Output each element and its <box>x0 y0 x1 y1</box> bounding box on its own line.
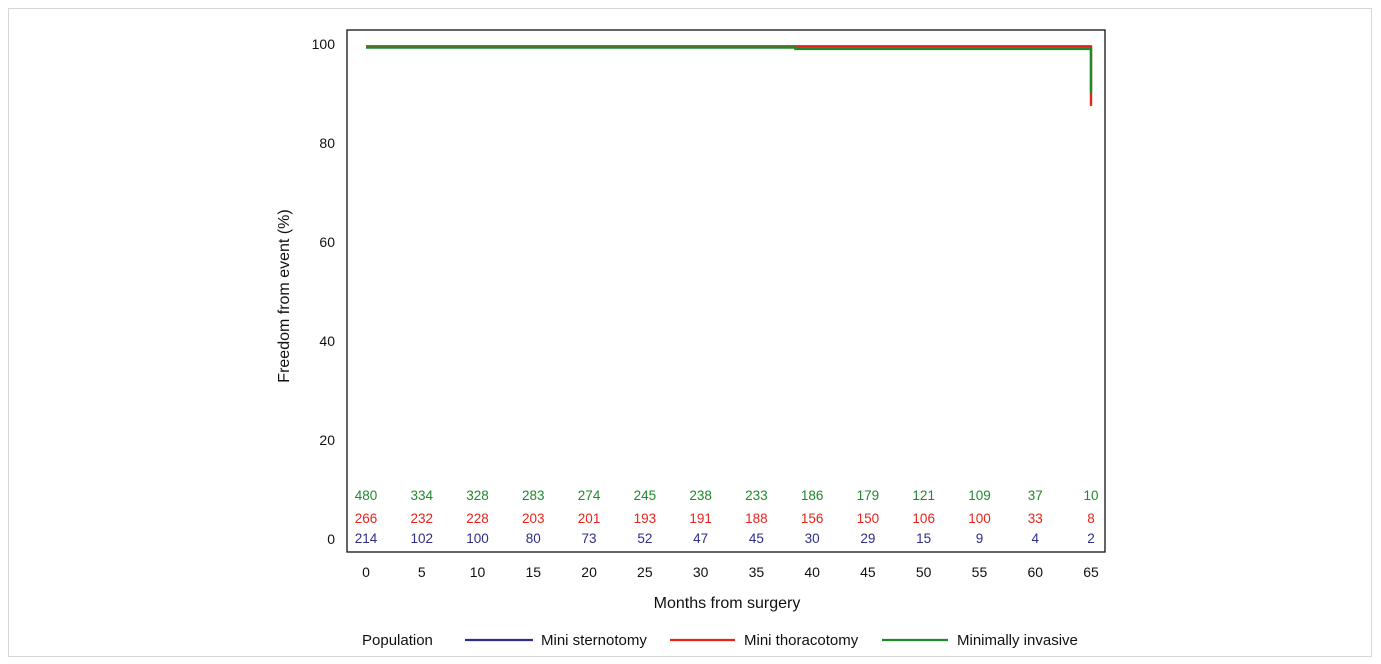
y-tick-label: 40 <box>319 333 335 349</box>
at-risk-count: 328 <box>466 488 489 503</box>
at-risk-count: 33 <box>1028 511 1043 526</box>
x-axis-label: Months from surgery <box>654 595 801 612</box>
at-risk-count: 266 <box>355 511 378 526</box>
at-risk-count: 106 <box>912 511 935 526</box>
x-tick-label: 60 <box>1027 564 1043 580</box>
legend-title: Population <box>362 632 433 649</box>
x-tick-label: 65 <box>1083 564 1099 580</box>
at-risk-count: 214 <box>355 531 378 546</box>
at-risk-count: 109 <box>968 488 991 503</box>
at-risk-count: 245 <box>634 488 657 503</box>
at-risk-count: 47 <box>693 531 708 546</box>
x-tick-label: 0 <box>362 564 370 580</box>
legend-label: Mini thoracotomy <box>744 632 859 649</box>
y-tick-label: 60 <box>319 234 335 250</box>
at-risk-count: 30 <box>805 531 820 546</box>
at-risk-count: 186 <box>801 488 824 503</box>
x-tick-label: 10 <box>470 564 486 580</box>
at-risk-count: 233 <box>745 488 768 503</box>
at-risk-count: 274 <box>578 488 601 503</box>
y-tick-label: 100 <box>312 36 336 52</box>
at-risk-count: 80 <box>526 531 541 546</box>
at-risk-count: 8 <box>1087 511 1095 526</box>
x-tick-label: 30 <box>693 564 709 580</box>
at-risk-count: 334 <box>411 488 434 503</box>
at-risk-count: 480 <box>355 488 378 503</box>
at-risk-count: 73 <box>582 531 597 546</box>
legend: Mini sternotomy Mini thoracotomy Minimally… <box>465 632 1078 649</box>
x-tick-label: 50 <box>916 564 932 580</box>
at-risk-count: 179 <box>857 488 880 503</box>
at-risk-count: 45 <box>749 531 764 546</box>
legend-label: Mini sternotomy <box>541 632 647 649</box>
at-risk-count: 283 <box>522 488 545 503</box>
legend-label: Minimally invasive <box>957 632 1078 649</box>
x-tick-label: 5 <box>418 564 426 580</box>
at-risk-count: 102 <box>411 531 434 546</box>
x-tick-label: 35 <box>749 564 765 580</box>
at-risk-count: 100 <box>968 511 991 526</box>
x-tick-label: 40 <box>804 564 820 580</box>
x-tick-label: 20 <box>581 564 597 580</box>
at-risk-count: 52 <box>637 531 652 546</box>
at-risk-count: 156 <box>801 511 824 526</box>
at-risk-count: 201 <box>578 511 601 526</box>
at-risk-count: 228 <box>466 511 489 526</box>
at-risk-count: 9 <box>976 531 984 546</box>
at-risk-count: 29 <box>860 531 875 546</box>
y-tick-label: 80 <box>319 135 335 151</box>
x-tick-label: 45 <box>860 564 876 580</box>
x-tick-label: 25 <box>637 564 653 580</box>
at-risk-count: 100 <box>466 531 489 546</box>
plot-area-border <box>346 29 1106 553</box>
y-axis-label: Freedom from event (%) <box>276 209 293 382</box>
figure-frame <box>8 8 1372 657</box>
at-risk-count: 232 <box>411 511 434 526</box>
x-tick-label: 55 <box>972 564 988 580</box>
at-risk-count: 121 <box>912 488 935 503</box>
at-risk-count: 4 <box>1031 531 1039 546</box>
at-risk-count: 193 <box>634 511 657 526</box>
survival-curve <box>366 45 1093 106</box>
at-risk-count: 2 <box>1087 531 1095 546</box>
at-risk-count: 191 <box>689 511 712 526</box>
at-risk-count: 10 <box>1083 488 1098 503</box>
at-risk-count: 37 <box>1028 488 1043 503</box>
at-risk-count: 203 <box>522 511 545 526</box>
at-risk-count: 238 <box>689 488 712 503</box>
at-risk-count: 150 <box>857 511 880 526</box>
y-tick-label: 20 <box>319 432 335 448</box>
survival-curve <box>366 46 1093 94</box>
y-tick-label: 0 <box>327 531 335 547</box>
at-risk-count: 188 <box>745 511 768 526</box>
at-risk-count: 15 <box>916 531 931 546</box>
x-tick-label: 15 <box>526 564 542 580</box>
